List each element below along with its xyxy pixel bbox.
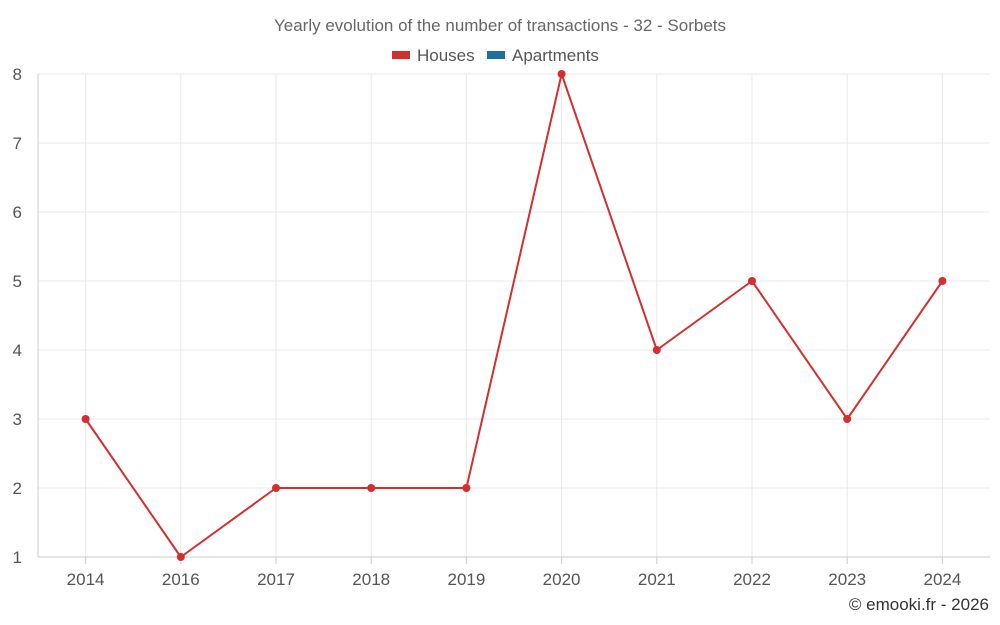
data-point[interactable] <box>176 553 185 561</box>
y-tick-label: 4 <box>13 341 22 360</box>
y-tick-label: 2 <box>13 479 22 498</box>
data-point[interactable] <box>81 415 90 423</box>
series-houses <box>81 70 947 561</box>
data-point[interactable] <box>938 277 947 285</box>
data-point[interactable] <box>748 277 756 285</box>
data-point[interactable] <box>843 415 852 423</box>
data-point[interactable] <box>367 484 376 492</box>
x-axis-tick-labels: 2014 2016 2017 2018 2019 2020 2021 2022 2023 2024 <box>67 570 962 589</box>
x-tick-label: 2019 <box>447 570 485 589</box>
data-point[interactable] <box>652 346 661 354</box>
series-line-houses <box>84 73 944 558</box>
chart-title: Yearly evolution of the number of transa… <box>274 16 726 35</box>
x-tick-label: 2021 <box>638 570 676 589</box>
y-tick-label: 7 <box>13 134 22 153</box>
credit-text: © emooki.fr - 2026 <box>849 595 989 614</box>
y-axis-tick-labels: 1 2 3 4 5 6 7 8 <box>13 65 22 567</box>
x-tick-label: 2024 <box>923 570 961 589</box>
data-point[interactable] <box>462 484 471 492</box>
x-tick-label: 2023 <box>828 570 866 589</box>
x-tick-label: 2020 <box>543 570 581 589</box>
x-tick-label: 2022 <box>733 570 771 589</box>
legend-label-houses: Houses <box>417 46 475 65</box>
legend: Houses Apartments <box>392 46 599 65</box>
legend-swatch-houses <box>392 51 410 59</box>
y-tick-label: 5 <box>13 272 22 291</box>
axes <box>37 74 990 564</box>
data-point[interactable] <box>557 70 566 78</box>
legend-item-apartments[interactable]: Apartments <box>487 46 599 65</box>
x-tick-label: 2016 <box>162 570 200 589</box>
y-tick-label: 6 <box>13 203 22 222</box>
y-tick-label: 3 <box>13 410 22 429</box>
legend-item-houses[interactable]: Houses <box>392 46 475 65</box>
gridlines <box>38 73 990 557</box>
x-tick-label: 2014 <box>67 570 105 589</box>
legend-swatch-apartments <box>487 51 505 59</box>
y-tick-label: 8 <box>13 65 22 84</box>
legend-label-apartments: Apartments <box>512 46 599 65</box>
data-point[interactable] <box>272 484 280 492</box>
x-tick-label: 2018 <box>352 570 390 589</box>
x-tick-label: 2017 <box>257 570 295 589</box>
y-tick-label: 1 <box>13 548 22 567</box>
